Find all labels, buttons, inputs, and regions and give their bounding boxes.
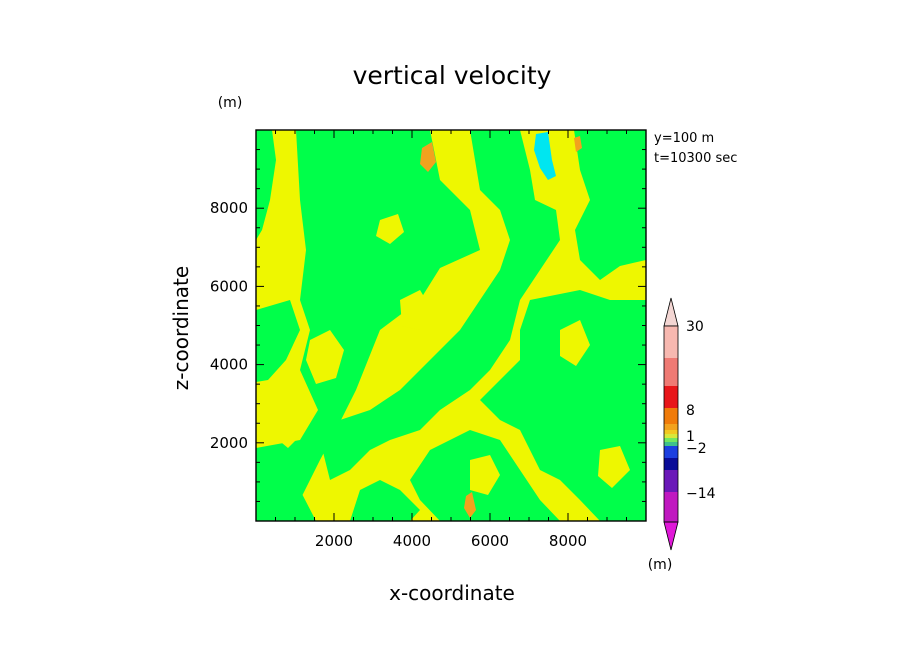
annotation-y: y=100 m (654, 131, 714, 146)
negative-velocity-region (596, 370, 636, 430)
y-tick-label: 2000 (210, 434, 248, 452)
chart-title: vertical velocity (353, 61, 552, 90)
updraft-region (420, 142, 436, 172)
colorbar-frame (663, 325, 679, 523)
x-tick-labels: 2000 4000 6000 8000 (315, 532, 587, 550)
colorbar-swatch (664, 434, 678, 438)
contour-field (256, 130, 646, 521)
positive-velocity-region (276, 416, 300, 448)
y-tick-label: 6000 (210, 277, 248, 295)
y-tick-labels: 2000 4000 6000 8000 (210, 199, 248, 452)
positive-velocity-region (598, 446, 630, 488)
colorbar-extend-top (663, 297, 679, 327)
negative-velocity-region (320, 130, 560, 480)
x-tick-label: 2000 (315, 532, 353, 550)
annotation-t: t=10300 sec (654, 151, 737, 166)
axis-ticks (256, 130, 646, 521)
colorbar-swatch (664, 470, 678, 492)
colorbar-label: 30 (686, 319, 704, 335)
positive-velocity-region (560, 320, 590, 366)
negative-velocity-region (350, 480, 420, 521)
colorbar-swatch (664, 424, 678, 430)
colorbar-extend-bottom (663, 521, 679, 551)
colorbar-label: 1 (686, 429, 695, 445)
updraft-region (574, 136, 582, 152)
downdraft-region (534, 132, 556, 180)
negative-velocity-region (574, 130, 646, 280)
positive-velocity-region (470, 455, 500, 495)
negative-velocity-region (256, 130, 480, 521)
negative-velocity-region (256, 130, 276, 240)
positive-velocity-region (400, 290, 432, 330)
x-tick-label: 6000 (471, 532, 509, 550)
negative-velocity-region (256, 300, 300, 382)
colorbar-label: −14 (686, 486, 716, 502)
x-axis-label: x-coordinate (389, 581, 515, 605)
x-tick-label: 8000 (549, 532, 587, 550)
colorbar-swatch (664, 358, 678, 386)
negative-velocity-region (256, 460, 316, 521)
colorbar-swatch (664, 408, 678, 424)
colorbar-label: 8 (686, 403, 695, 419)
plot-area (255, 129, 647, 522)
positive-velocity-region (376, 214, 404, 244)
colorbar-swatch (664, 430, 678, 434)
y-axis-label: z-coordinate (169, 266, 193, 390)
y-unit-label: (m) (218, 95, 243, 111)
colorbar-swatch (664, 492, 678, 522)
colorbar-swatch (664, 438, 678, 442)
colorbar-swatch (664, 386, 678, 408)
colorbar-swatch (664, 442, 678, 446)
colorbar-swatch (664, 446, 678, 458)
y-tick-label: 4000 (210, 356, 248, 374)
colorbar: 30 8 1−2 −14 (663, 297, 716, 551)
colorbar-swatch (664, 326, 678, 358)
colorbar-label: −2 (686, 441, 707, 457)
colorbar-unit-label: (m) (648, 557, 673, 573)
updraft-region (464, 492, 476, 518)
y-tick-label: 8000 (210, 199, 248, 217)
x-tick-label: 4000 (393, 532, 431, 550)
colorbar-swatch (664, 458, 678, 470)
positive-velocity-region (306, 330, 344, 384)
